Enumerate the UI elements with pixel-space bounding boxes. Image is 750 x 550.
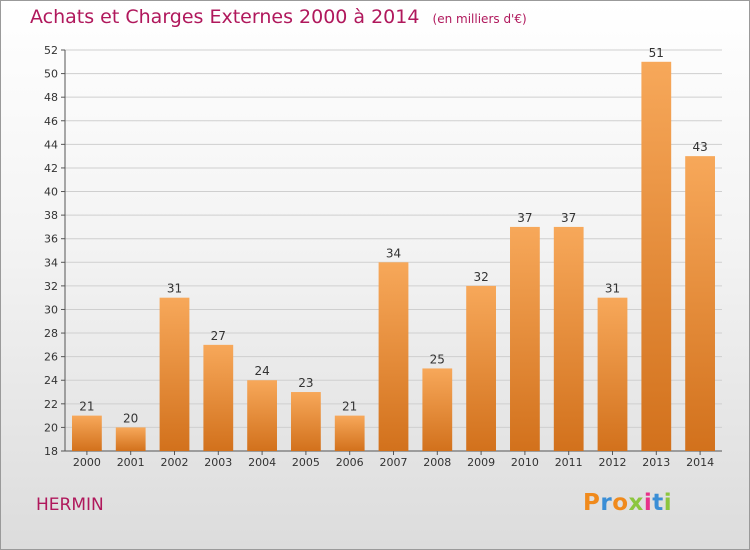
y-tick-label: 22: [44, 398, 58, 411]
bar: [641, 61, 672, 451]
bar-value-label: 23: [298, 376, 313, 390]
y-tick-label: 42: [44, 162, 58, 175]
logo-letter: i: [663, 490, 673, 516]
x-tick-label: 2010: [511, 456, 539, 469]
bar: [597, 297, 628, 451]
y-tick-label: 50: [44, 68, 58, 81]
x-tick-label: 2013: [642, 456, 670, 469]
x-tick-label: 2003: [204, 456, 232, 469]
y-tick-label: 20: [44, 421, 58, 434]
bar: [247, 380, 277, 451]
bars: [72, 61, 715, 451]
bar-value-label: 25: [430, 352, 445, 366]
bar-value-label: 21: [342, 400, 357, 414]
bar-value-label: 51: [649, 46, 664, 60]
axes: 18 20 22 24 26 28 30 32 34 36 38 40 42 44 46 48 50 52 2000…: [44, 44, 722, 469]
bar: [422, 368, 453, 451]
bar: [685, 156, 715, 451]
bar: [378, 262, 409, 451]
bar: [203, 344, 234, 451]
bar: [334, 415, 365, 451]
x-tick-label: 2001: [117, 456, 145, 469]
chart-title-text: Achats et Charges Externes 2000 à 2014: [30, 6, 420, 28]
labels: 21 20 31 27 24 23 21 34 25 32 37 37 31 51 43: [79, 46, 707, 426]
y-tick-label: 40: [44, 186, 58, 199]
bar-value-label: 20: [123, 411, 138, 425]
x-tick-label: 2005: [292, 456, 320, 469]
bar: [510, 226, 540, 451]
bar-value-label: 31: [605, 282, 620, 296]
y-tick-label: 18: [44, 445, 58, 458]
y-tick-label: 52: [44, 44, 58, 57]
y-tick-label: 24: [44, 374, 58, 387]
y-tick-label: 46: [44, 115, 58, 128]
bar: [553, 226, 584, 451]
x-tick-label: 2009: [467, 456, 495, 469]
x-tick-label: 2000: [73, 456, 101, 469]
y-tick-label: 36: [44, 233, 58, 246]
logo-letter: o: [612, 490, 629, 516]
chart-unit: (en milliers d'€): [432, 12, 527, 26]
y-tick-label: 26: [44, 351, 58, 364]
logo-letter: r: [600, 490, 613, 516]
proxiti-logo: Proxiti: [583, 490, 672, 516]
x-tick-label: 2007: [380, 456, 408, 469]
bar-value-label: 34: [386, 246, 401, 260]
x-tick-label: 2011: [555, 456, 583, 469]
y-tick-label: 30: [44, 303, 58, 316]
bar-value-label: 21: [79, 400, 94, 414]
bar: [291, 392, 321, 451]
chart-title: Achats et Charges Externes 2000 à 2014 (…: [30, 6, 527, 28]
bar: [115, 427, 146, 451]
bar-value-label: 27: [211, 329, 226, 343]
bar: [72, 415, 102, 451]
bar-value-label: 31: [167, 282, 182, 296]
x-tick-label: 2004: [248, 456, 276, 469]
x-tick-label: 2006: [336, 456, 364, 469]
bar-value-label: 32: [473, 270, 488, 284]
logo-letter: t: [652, 490, 664, 516]
commune-name: HERMIN: [36, 495, 104, 515]
y-tick-label: 34: [44, 256, 58, 269]
bar: [466, 285, 496, 451]
x-tick-label: 2002: [161, 456, 189, 469]
y-tick-label: 48: [44, 91, 58, 104]
x-tick-label: 2012: [599, 456, 627, 469]
bar-value-label: 37: [517, 211, 532, 225]
logo-letter: x: [628, 490, 644, 516]
bar-value-label: 37: [561, 211, 576, 225]
bar-value-label: 43: [692, 140, 707, 154]
x-tick-label: 2014: [686, 456, 714, 469]
y-tick-label: 38: [44, 209, 58, 222]
y-tick-label: 32: [44, 280, 58, 293]
x-tick-label: 2008: [423, 456, 451, 469]
bar: [159, 297, 190, 451]
logo-letter: P: [583, 490, 601, 516]
y-tick-label: 44: [44, 138, 58, 151]
y-tick-label: 28: [44, 327, 58, 340]
bar-value-label: 24: [254, 364, 269, 378]
logo-letter: i: [643, 490, 653, 516]
